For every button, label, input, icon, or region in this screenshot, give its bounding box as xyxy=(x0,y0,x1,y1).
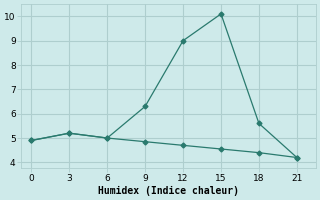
X-axis label: Humidex (Indice chaleur): Humidex (Indice chaleur) xyxy=(98,186,239,196)
